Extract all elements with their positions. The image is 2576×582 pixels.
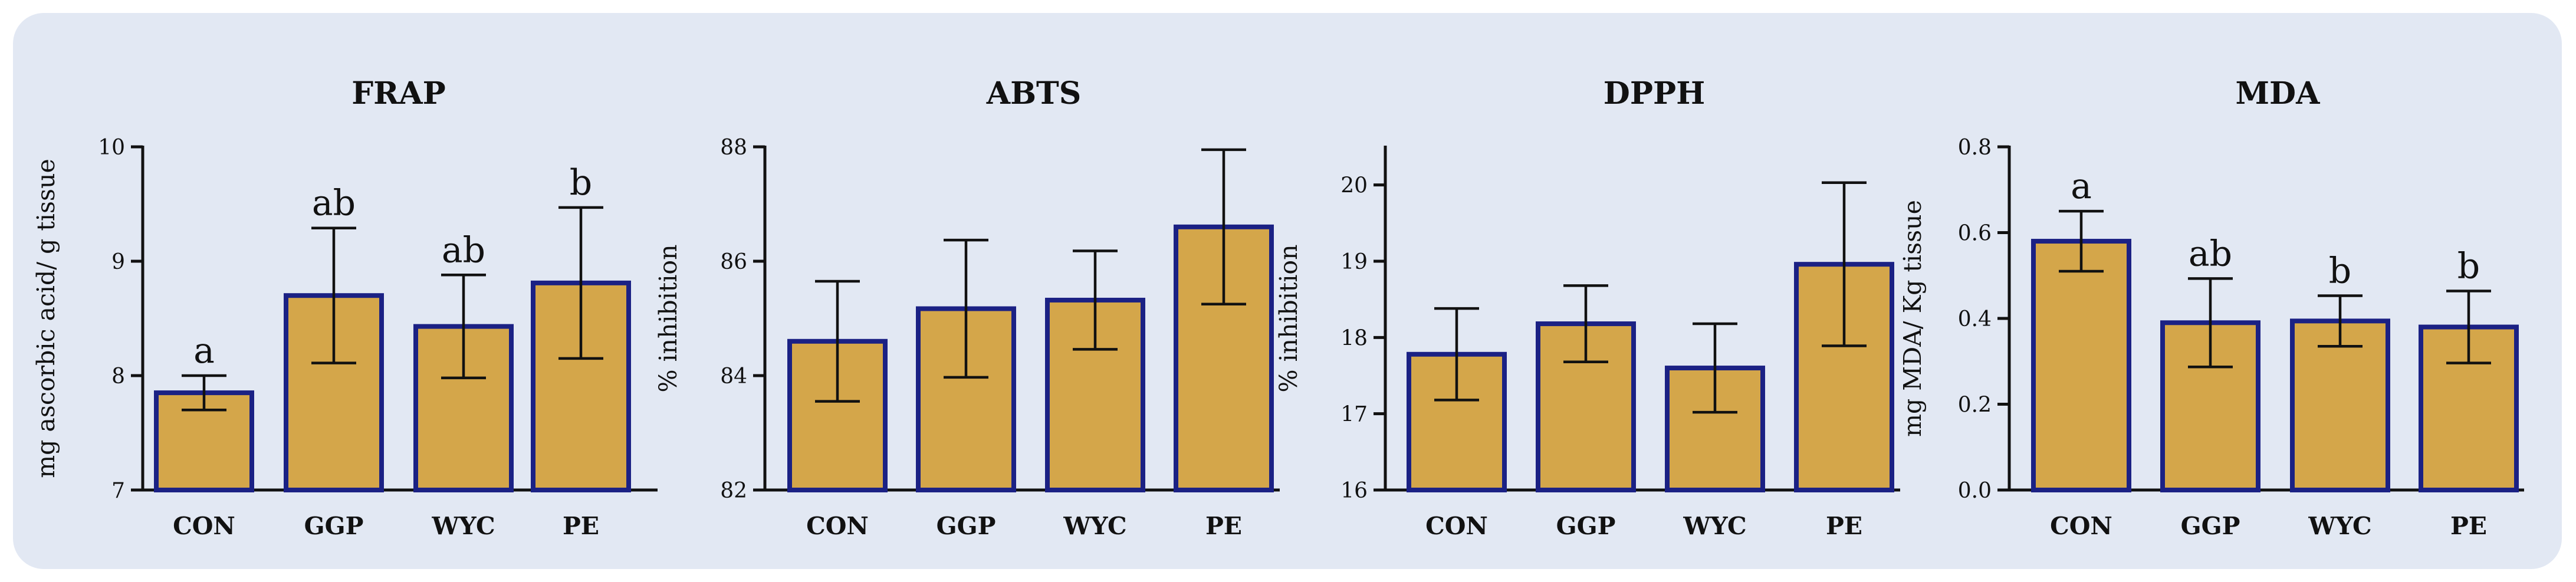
x-category-label: WYC — [1683, 512, 1746, 540]
y-tick-label: 18 — [1340, 326, 1368, 350]
y-tick-label: 86 — [720, 250, 747, 274]
y-tick-label: 0.4 — [1958, 307, 1992, 331]
x-category-label: GGP — [1556, 512, 1616, 540]
y-tick-label: 84 — [720, 364, 747, 389]
chart-title: ABTS — [986, 75, 1082, 111]
y-tick-label: 16 — [1340, 479, 1368, 503]
significance-letter: ab — [442, 229, 485, 271]
x-category-label: GGP — [304, 512, 364, 540]
x-category-label: WYC — [1063, 512, 1126, 540]
x-category-label: PE — [1826, 512, 1862, 540]
y-tick-label: 82 — [720, 479, 747, 503]
y-tick-label: 19 — [1340, 250, 1368, 274]
y-tick-label: 7 — [111, 479, 125, 503]
chart-panel-frap: FRAP mg ascorbic acid/ g tissue 7 8 9 10 CON a G… — [32, 75, 658, 540]
chart-title: MDA — [2236, 75, 2321, 111]
chart-panel-abts: ABTS % inhibition 82 84 86 88 CON GGP WYC PE — [654, 75, 1280, 540]
chart-panel-mda: MDA mg MDA/ Kg tissue 0.0 0.2 0.4 0.6 0.8 CON a G… — [1898, 75, 2524, 540]
chart-panel-dpph: DPPH % inhibition 16 17 18 19 20 CON GGP WYC PE — [1274, 75, 1900, 540]
x-category-label: GGP — [937, 512, 996, 540]
significance-letter: ab — [312, 183, 356, 224]
y-axis-label: mg ascorbic acid/ g tissue — [32, 159, 60, 478]
x-category-label: GGP — [2181, 512, 2240, 540]
significance-letter: b — [2457, 245, 2480, 287]
y-tick-label: 8 — [111, 364, 125, 389]
significance-letter: a — [2071, 166, 2092, 207]
y-tick-label: 88 — [720, 136, 747, 160]
x-category-label: CON — [806, 512, 869, 540]
y-axis-label: % inhibition — [1274, 244, 1303, 392]
significance-letter: a — [193, 330, 215, 371]
x-category-label: PE — [1205, 512, 1242, 540]
chart-title: DPPH — [1604, 75, 1705, 111]
x-category-label: PE — [2450, 512, 2487, 540]
x-category-label: WYC — [2308, 512, 2371, 540]
y-tick-label: 17 — [1340, 403, 1368, 427]
significance-letter: b — [570, 162, 592, 203]
y-tick-label: 10 — [98, 136, 125, 160]
y-axis-label: % inhibition — [654, 244, 682, 392]
y-tick-label: 0.2 — [1958, 393, 1992, 417]
y-axis-label: mg MDA/ Kg tissue — [1898, 200, 1927, 437]
x-category-label: WYC — [431, 512, 495, 540]
x-category-label: PE — [563, 512, 599, 540]
bar-wyc — [2290, 318, 2390, 492]
y-tick-label: 0.0 — [1958, 479, 1992, 503]
x-category-label: CON — [173, 512, 235, 540]
x-category-label: CON — [1425, 512, 1488, 540]
chart-title: FRAP — [351, 75, 446, 111]
y-tick-label: 0.6 — [1958, 222, 1992, 246]
x-category-label: CON — [2050, 512, 2112, 540]
y-tick-label: 9 — [111, 250, 125, 274]
significance-letter: ab — [2189, 233, 2232, 274]
y-tick-label: 0.8 — [1958, 136, 1992, 160]
bar-con — [2031, 239, 2131, 492]
y-tick-label: 20 — [1340, 174, 1368, 198]
significance-letter: b — [2329, 250, 2351, 291]
